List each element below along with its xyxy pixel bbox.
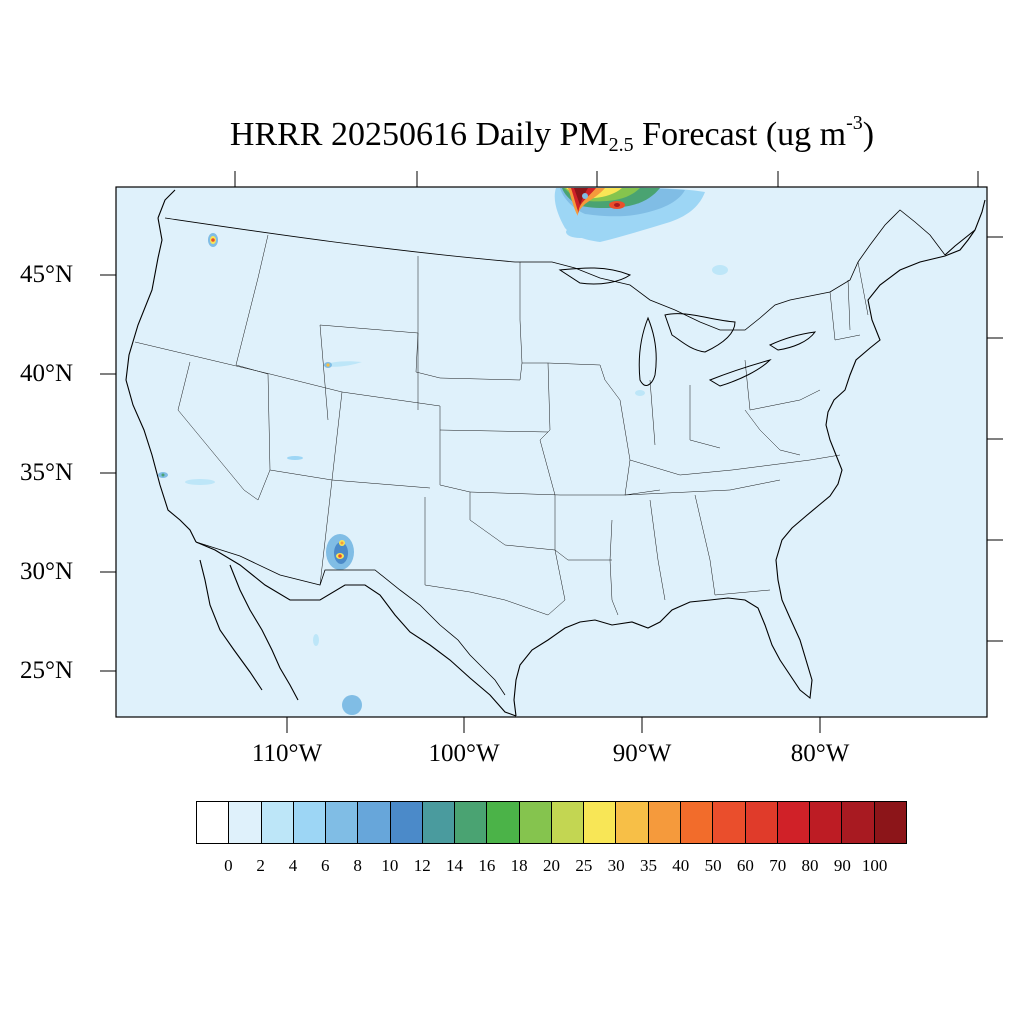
colorbar-swatch [648,802,681,843]
colorbar-swatch [326,802,359,843]
lat-label-30n: 30°N [20,558,74,585]
colorbar-tick-label: 12 [413,856,431,875]
colorbar-tick-label: 20 [543,856,560,875]
colorbar-swatch [455,802,488,843]
colorbar-swatch [519,802,552,843]
lat-label-45n: 45°N [20,261,74,288]
colorbar-swatch [874,802,906,843]
lon-label-90w: 90°W [612,740,672,767]
lat-label-25n: 25°N [20,657,74,684]
colorbar [196,801,907,844]
colorbar-tick-label: 60 [736,856,754,875]
title-superscript: -3 [846,112,863,134]
plume-washington-fire [208,233,218,247]
colorbar-swatch [422,802,456,843]
colorbar-swatch [713,802,746,843]
colorbar-swatch [584,802,617,843]
colorbar-swatch [293,802,327,843]
map-title: HRRR 20250616 Daily PM2.5 Forecast (ug m… [229,112,875,156]
colorbar-tick-label: 18 [510,856,528,875]
colorbar-swatch [261,802,294,843]
colorbar-swatch [680,802,714,843]
colorbar-tick-label: 16 [478,856,496,875]
lat-label-35n: 35°N [20,459,74,486]
title-subscript: 2.5 [608,134,634,156]
us-mexico-border [195,541,506,696]
us-canada-border [164,209,946,331]
colorbar-tick-label: 90 [833,856,851,875]
plume-wyoming-fire [323,361,362,368]
colorbar-swatch [390,802,423,843]
colorbar-tick-label: 80 [801,856,819,875]
colorbar-swatch [358,802,391,843]
colorbar-tick-label: 6 [321,856,330,875]
colorbar-swatch [551,802,585,843]
colorbar-swatch [197,802,230,843]
colorbar-swatch [487,802,520,843]
colorbar-tick-label: 50 [704,856,722,875]
plume-canada-border-smoke [554,187,728,275]
colorbar-tick-label: 14 [446,856,464,875]
colorbar-tick-label: 35 [639,856,657,875]
colorbar-swatch [745,802,778,843]
lon-label-110w: 110°W [251,740,323,767]
colorbar-tick-label: 4 [288,856,298,875]
colorbar-swatch [777,802,811,843]
great-lakes [558,267,817,387]
plume-new-mexico-fire [313,534,362,715]
colorbar-tick-label: 70 [769,856,787,875]
lat-label-40n: 40°N [20,360,74,387]
colorbar-swatch [810,802,843,843]
axis-ticks [100,171,1003,733]
colorbar-tick-label: 25 [575,856,593,875]
plume-california-fire [158,472,215,485]
colorbar-swatch [229,802,262,843]
colorbar-swatch [616,802,649,843]
colorbar-swatch [842,802,875,843]
state-boundaries [134,234,869,616]
colorbar-tick-label: 40 [672,856,690,875]
colorbar-tick-label: 100 [861,856,888,875]
colorbar-tick-label: 30 [607,856,625,875]
colorbar-tick-label: 0 [224,856,233,875]
map-frame [115,186,988,718]
lon-label-100w: 100°W [428,740,500,767]
coastline [125,189,986,717]
colorbar-tick-label: 2 [256,856,265,875]
lon-label-80w: 80°W [790,740,850,767]
colorbar-tick-label: 10 [381,856,399,875]
colorbar-tick-label: 8 [353,856,362,875]
